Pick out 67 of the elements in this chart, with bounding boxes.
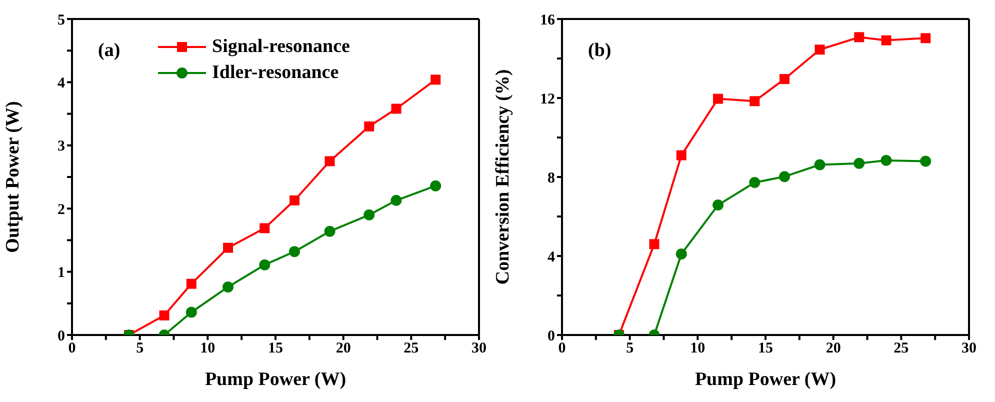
- point: [289, 195, 300, 206]
- point: [676, 248, 687, 260]
- y-axis-title: Output Power (W): [2, 101, 24, 253]
- point: [260, 223, 270, 234]
- y-axis-title: Conversion Efficiency (%): [492, 69, 514, 285]
- point: [713, 94, 724, 104]
- x-axis-title: Pump Power (W): [204, 369, 346, 390]
- x-axis-title: Pump Power (W): [694, 369, 836, 390]
- point: [881, 35, 892, 46]
- x-tick-label: 0: [558, 340, 566, 357]
- point: [814, 44, 825, 55]
- annotation: (b): [588, 40, 612, 62]
- point: [920, 156, 932, 167]
- point: [676, 150, 686, 160]
- y-tick-label: 1: [58, 265, 65, 282]
- y-tick-label: 2: [58, 202, 65, 218]
- point: [223, 242, 234, 253]
- x-tick-label: 0: [68, 340, 76, 357]
- point: [259, 259, 270, 270]
- x-tick-label: 5: [136, 340, 144, 357]
- x-tick-label: 25: [894, 340, 909, 357]
- x-tick-label: 15: [268, 340, 283, 357]
- x-tick-label: 10: [690, 340, 706, 357]
- y-tick-label: 16: [540, 12, 556, 28]
- x-tick-label: 20: [336, 340, 351, 357]
- x-tick-label: 10: [200, 340, 216, 357]
- point: [880, 154, 892, 166]
- point: [364, 121, 374, 132]
- x-tick-label: 5: [626, 340, 634, 357]
- point: [288, 246, 300, 258]
- legend-label: Idler-resonance: [212, 61, 339, 85]
- point: [749, 177, 760, 188]
- point: [750, 96, 760, 106]
- point: [854, 158, 865, 169]
- point: [430, 180, 442, 192]
- point: [324, 226, 336, 237]
- y-tick-label: 4: [548, 249, 556, 266]
- point: [920, 33, 931, 44]
- point: [778, 171, 790, 182]
- point: [364, 209, 375, 220]
- y-tick-label: 5: [58, 12, 65, 28]
- point: [222, 281, 234, 292]
- y-tick-label: 0: [58, 328, 65, 344]
- x-tick-label: 30: [472, 340, 486, 357]
- annotation: (a): [98, 40, 120, 62]
- y-tick-label: 0: [548, 328, 555, 344]
- y-tick-label: 4: [58, 76, 66, 92]
- point: [649, 239, 660, 250]
- legend-label: Signal-resonance: [212, 35, 350, 59]
- point: [854, 32, 864, 42]
- x-tick-label: 15: [758, 340, 773, 357]
- x-tick-label: 30: [962, 340, 976, 357]
- point: [186, 306, 197, 318]
- point: [324, 156, 335, 166]
- y-tick-label: 8: [548, 170, 555, 186]
- y-tick-label: 3: [58, 138, 65, 155]
- point: [390, 194, 402, 206]
- point: [430, 74, 441, 85]
- point: [391, 104, 402, 114]
- point: [186, 278, 196, 289]
- x-tick-label: 20: [826, 340, 841, 357]
- x-tick-label: 25: [404, 340, 419, 357]
- point: [159, 310, 170, 320]
- point: [779, 74, 790, 84]
- point: [814, 159, 826, 170]
- point: [712, 200, 724, 211]
- y-tick-label: 12: [540, 91, 555, 108]
